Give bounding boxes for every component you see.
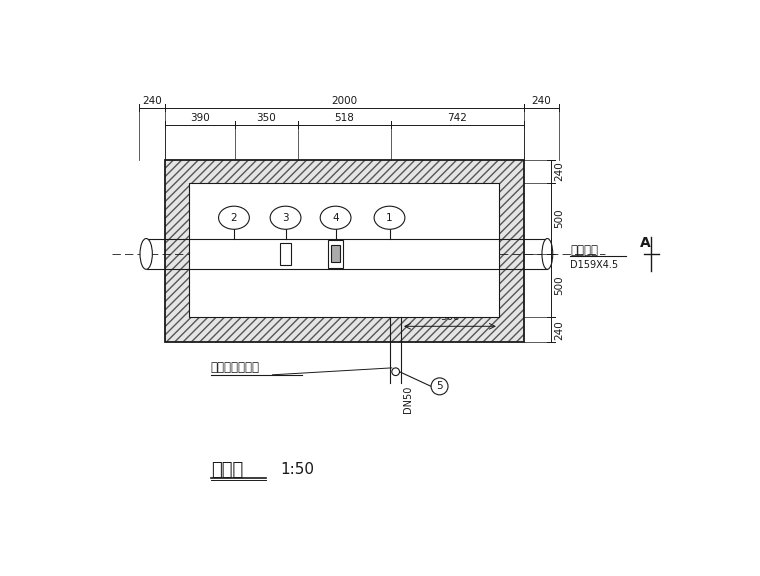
Bar [165, 183, 189, 317]
Text: 500: 500 [554, 276, 564, 295]
Bar [165, 160, 524, 183]
Bar [165, 183, 189, 317]
Text: 240: 240 [532, 96, 552, 106]
Bar [189, 183, 499, 317]
Bar [165, 317, 524, 343]
Bar [328, 240, 344, 268]
Bar [165, 317, 524, 343]
Ellipse shape [219, 206, 249, 229]
Bar [499, 183, 524, 317]
Text: 平面图: 平面图 [211, 461, 243, 479]
Text: 390: 390 [190, 113, 210, 123]
Text: 500: 500 [554, 209, 564, 228]
Bar [280, 243, 291, 265]
Bar [331, 245, 340, 263]
Text: A: A [640, 236, 651, 250]
Text: 350: 350 [256, 113, 276, 123]
Text: 至配水井: 至配水井 [571, 244, 598, 256]
Ellipse shape [374, 206, 405, 229]
Text: 1:50: 1:50 [280, 462, 314, 477]
Text: 1: 1 [386, 213, 393, 223]
Bar [165, 160, 524, 343]
Text: 3: 3 [282, 213, 289, 223]
Circle shape [392, 368, 400, 376]
Text: 2: 2 [230, 213, 237, 223]
Ellipse shape [542, 238, 553, 270]
Text: 5: 5 [436, 381, 443, 391]
Text: 240: 240 [142, 96, 162, 106]
Text: 240: 240 [554, 162, 564, 181]
Text: 2000: 2000 [331, 96, 357, 106]
Bar [499, 183, 524, 317]
Text: 518: 518 [334, 113, 354, 123]
Circle shape [431, 378, 448, 395]
Text: D159X4.5: D159X4.5 [571, 260, 619, 270]
Text: 300: 300 [440, 312, 460, 323]
Text: 就近排入检查井: 就近排入检查井 [211, 361, 260, 374]
Text: DN50: DN50 [404, 386, 413, 413]
Text: 742: 742 [448, 113, 467, 123]
Ellipse shape [140, 238, 152, 270]
Text: 4: 4 [332, 213, 339, 223]
Ellipse shape [320, 206, 351, 229]
Bar [165, 160, 524, 183]
Text: 240: 240 [554, 320, 564, 340]
Ellipse shape [270, 206, 301, 229]
